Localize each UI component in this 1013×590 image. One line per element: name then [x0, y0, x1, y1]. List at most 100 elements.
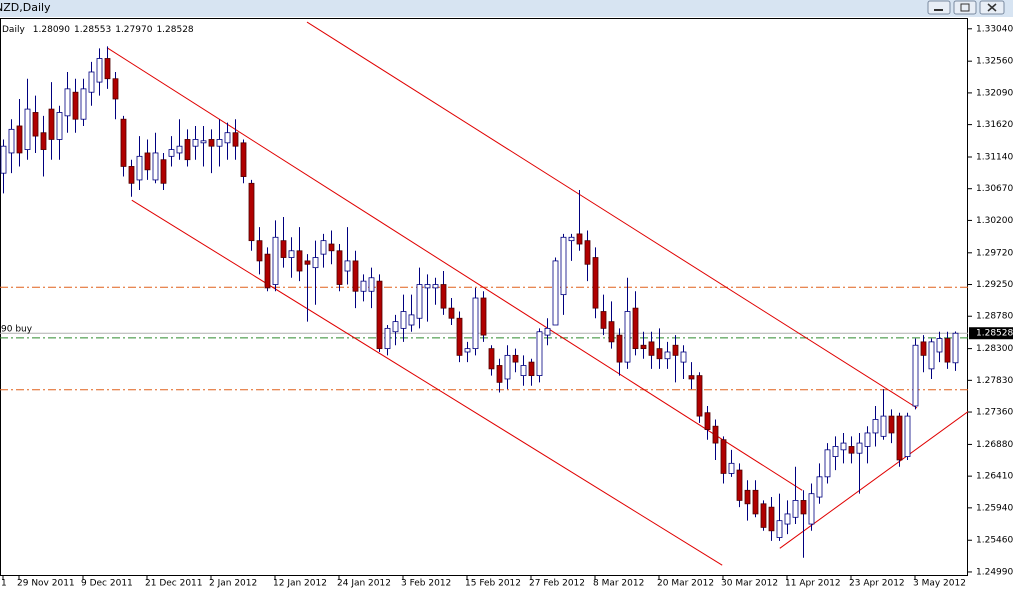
candle-body — [896, 415, 903, 461]
candle-body — [368, 277, 375, 292]
candle-body — [584, 240, 591, 265]
candle-body — [408, 314, 415, 326]
candle-body — [208, 139, 215, 147]
candle-body — [936, 338, 943, 353]
y-tick-label: 1.28780 — [976, 312, 1013, 322]
trendline — [131, 199, 723, 566]
x-tick-label: 30 Mar 2012 — [721, 579, 778, 589]
candle-body — [80, 88, 87, 120]
y-tick-label: 1.30670 — [976, 184, 1013, 194]
candle-body — [160, 159, 167, 184]
candle-body — [456, 317, 463, 356]
candle-body — [888, 415, 895, 434]
candle-body — [800, 500, 807, 515]
x-tick-label: 29 Nov 2011 — [17, 579, 75, 589]
x-tick-label: 27 Feb 2012 — [529, 579, 585, 589]
plot-area: 90 buy — [0, 21, 968, 566]
candle-body — [120, 118, 127, 167]
x-tick-label: 20 Mar 2012 — [657, 579, 714, 589]
candle-body — [560, 236, 567, 296]
candle-body — [880, 415, 887, 437]
candle-body — [144, 152, 151, 171]
x-tick-label: 15 Feb 2012 — [465, 579, 521, 589]
candle-body — [544, 327, 551, 336]
candle-body — [656, 348, 663, 360]
y-tick-label: 1.31140 — [976, 152, 1013, 162]
candle-body — [232, 132, 239, 147]
candle-body — [808, 493, 815, 525]
candle-body — [312, 257, 319, 269]
y-tick-label: 1.24990 — [976, 567, 1013, 577]
candle-body — [704, 412, 711, 430]
candle-body — [136, 155, 143, 181]
info-value: 1.27970 — [115, 25, 152, 35]
candle-body — [480, 297, 487, 336]
x-tick-label: 2 Jan 2012 — [209, 579, 257, 589]
y-tick-label: 1.28300 — [976, 344, 1013, 354]
minimize-button[interactable] — [927, 0, 951, 15]
candle-body — [616, 334, 623, 363]
candle-body — [448, 307, 455, 319]
candle-body — [632, 307, 639, 350]
candle-body — [64, 88, 71, 117]
candle-body — [184, 139, 191, 161]
trendline — [106, 47, 803, 491]
info-value: 1.28528 — [156, 25, 193, 35]
candle-body — [488, 348, 495, 370]
candle-body — [416, 284, 423, 319]
candle-body — [496, 365, 503, 383]
candle-body — [112, 78, 119, 100]
candle-body — [32, 112, 39, 137]
candle-body — [392, 321, 399, 333]
candle-body — [216, 139, 223, 147]
y-tick-label: 1.31620 — [976, 120, 1013, 130]
candle-body — [840, 442, 847, 451]
x-tick-label: 24 Jan 2012 — [337, 579, 391, 589]
candle-body — [320, 240, 327, 255]
candle-body — [680, 351, 687, 363]
candle-body — [272, 236, 279, 285]
window-title: NZD,Daily — [0, 1, 51, 14]
candle-body — [336, 250, 343, 285]
y-tick-label: 1.26880 — [976, 440, 1013, 450]
candle-body — [200, 140, 207, 144]
candle-body — [752, 489, 759, 515]
plot-frame — [0, 18, 968, 576]
candle-body — [856, 442, 863, 454]
restore-button[interactable] — [953, 0, 977, 15]
candle-body — [440, 284, 447, 309]
candle-body — [152, 152, 159, 181]
candle-body — [48, 108, 55, 140]
candle-body — [400, 311, 407, 329]
window-buttons[interactable] — [927, 0, 1005, 15]
candle-body — [520, 365, 527, 377]
candle-body — [648, 341, 655, 356]
candle-body — [464, 348, 471, 353]
y-tick-label: 1.30200 — [976, 216, 1013, 226]
candle-body — [928, 341, 935, 370]
y-tick-label: 1.26410 — [976, 472, 1013, 482]
candle-body — [920, 341, 927, 356]
candle-body — [792, 500, 799, 518]
candle-body — [864, 432, 871, 447]
candle-body — [96, 58, 103, 83]
candle-body — [848, 446, 855, 454]
candle-body — [712, 425, 719, 444]
candle-body — [552, 260, 559, 326]
candle-body — [376, 280, 383, 350]
x-tick-label: 8 Mar 2012 — [593, 579, 644, 589]
candle-body — [192, 139, 199, 147]
candle-body — [568, 236, 575, 242]
candle-body — [600, 311, 607, 329]
info-value: 1.28553 — [74, 25, 111, 35]
candle-body — [24, 108, 31, 150]
candle-body — [736, 469, 743, 501]
candle-body — [128, 166, 135, 184]
candle-body — [424, 284, 431, 289]
candle-body — [168, 149, 175, 157]
candle-body — [904, 415, 911, 457]
x-tick-label: 3 Feb 2012 — [401, 579, 451, 589]
candle-body — [344, 260, 351, 272]
candle-body — [72, 91, 79, 120]
